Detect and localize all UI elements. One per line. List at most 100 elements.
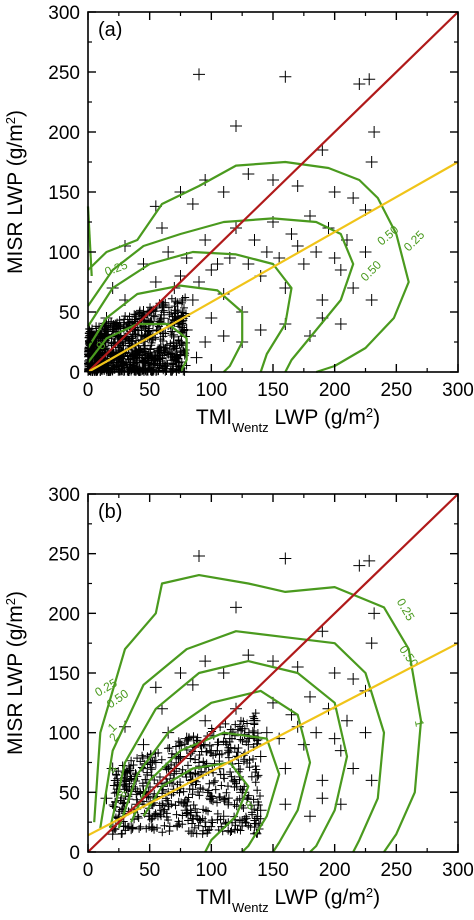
scatter-point xyxy=(242,814,251,823)
scatter-point xyxy=(158,828,167,837)
scatter-point xyxy=(155,772,164,781)
scatter-point xyxy=(199,805,208,814)
y-tick-label: 150 xyxy=(48,664,80,685)
scatter-point xyxy=(141,775,150,784)
scatter-point xyxy=(363,554,376,567)
scatter-point xyxy=(253,786,262,795)
scatter-point xyxy=(230,601,242,614)
scatter-point xyxy=(291,240,304,252)
scatter-point xyxy=(181,802,190,810)
scatter-point xyxy=(168,315,177,324)
y-tick-label: 300 xyxy=(48,485,80,506)
scatter-point xyxy=(186,294,199,306)
scatter-point xyxy=(231,720,240,729)
scatter-point xyxy=(168,367,177,376)
one-to-one-line xyxy=(87,11,459,373)
contour-label: 0.25 xyxy=(401,227,428,254)
scatter-point xyxy=(146,318,155,327)
scatter-point xyxy=(250,819,259,828)
scatter-point xyxy=(176,738,185,747)
x-tick-label: 250 xyxy=(380,860,412,881)
scatter-point xyxy=(297,258,310,270)
contour-line xyxy=(87,160,410,374)
scatter-point xyxy=(250,734,259,743)
scatter-point xyxy=(200,740,209,749)
scatter-point xyxy=(164,303,173,312)
scatter-point xyxy=(178,296,187,305)
panel-b-axes: 00 50 50 100 100 150 150 200 200 250 250 300 300 xyxy=(48,485,474,881)
scatter-point xyxy=(195,791,204,800)
scatter-point xyxy=(137,306,150,318)
scatter-point xyxy=(223,782,232,791)
scatter-point xyxy=(167,760,176,769)
contour-label: 0.25 xyxy=(103,258,130,279)
scatter-point xyxy=(232,782,241,791)
y-tick-label: 0 xyxy=(69,843,80,864)
scatter-point xyxy=(160,805,169,814)
scatter-point xyxy=(176,351,185,360)
scatter-point xyxy=(128,824,137,833)
scatter-point xyxy=(128,364,137,373)
scatter-point xyxy=(199,816,212,829)
scatter-point xyxy=(260,246,273,258)
scatter-point xyxy=(220,794,229,803)
scatter-point xyxy=(167,749,176,758)
panel-a-xlabel-sub: Wentz xyxy=(232,420,269,435)
scatter-point xyxy=(156,222,168,234)
scatter-point xyxy=(149,360,158,369)
scatter-point xyxy=(365,156,378,168)
scatter-point xyxy=(251,778,260,787)
scatter-point xyxy=(328,667,341,679)
scatter-point xyxy=(193,276,205,288)
x-tick-label: 50 xyxy=(139,860,160,881)
scatter-point xyxy=(205,792,218,805)
scatter-point xyxy=(222,788,231,797)
scatter-point xyxy=(365,637,378,650)
scatter-point xyxy=(207,822,216,831)
x-tick-label: 50 xyxy=(139,380,160,401)
scatter-point xyxy=(242,258,255,270)
scatter-point xyxy=(353,78,366,90)
scatter-point xyxy=(169,342,178,351)
scatter-point xyxy=(205,264,218,276)
scatter-point xyxy=(110,337,119,346)
scatter-point xyxy=(115,345,124,354)
scatter-point xyxy=(190,351,203,364)
scatter-point xyxy=(368,126,381,138)
scatter-point xyxy=(191,804,200,813)
scatter-point xyxy=(189,800,198,809)
scatter-point xyxy=(150,825,159,834)
panel-a-label: (a) xyxy=(98,19,122,41)
x-tick-label: 200 xyxy=(319,380,351,401)
scatter-point xyxy=(249,754,258,763)
contour-line xyxy=(99,630,386,853)
panel-b-y-axis-title: MISR LWP (g/m2) xyxy=(3,591,28,755)
scatter-point xyxy=(230,777,239,786)
x-tick-label: 0 xyxy=(83,860,94,881)
scatter-point xyxy=(254,750,267,763)
scatter-point xyxy=(174,270,187,282)
scatter-point xyxy=(124,354,133,363)
scatter-point xyxy=(186,770,195,779)
scatter-point xyxy=(193,733,202,742)
scatter-point xyxy=(162,809,171,818)
contour-label: 0.50 xyxy=(374,222,401,248)
scatter-point xyxy=(245,756,254,765)
contour-line xyxy=(109,660,349,853)
scatter-point xyxy=(173,298,182,307)
scatter-point xyxy=(217,186,230,198)
scatter-point xyxy=(211,258,224,270)
scatter-point xyxy=(238,724,247,733)
scatter-point xyxy=(228,776,237,785)
scatter-point xyxy=(138,751,147,760)
scatter-point xyxy=(217,667,230,679)
panel-b-xlabel-sub: Wentz xyxy=(232,900,269,915)
scatter-point xyxy=(133,787,142,796)
scatter-point xyxy=(291,180,304,192)
scatter-point xyxy=(267,174,279,186)
scatter-point xyxy=(124,761,133,770)
scatter-point xyxy=(217,768,230,781)
scatter-point xyxy=(253,729,262,738)
panel-b-x-axis-title: TMIWentz LWP (g/m2) xyxy=(196,885,380,915)
scatter-point xyxy=(359,246,372,258)
